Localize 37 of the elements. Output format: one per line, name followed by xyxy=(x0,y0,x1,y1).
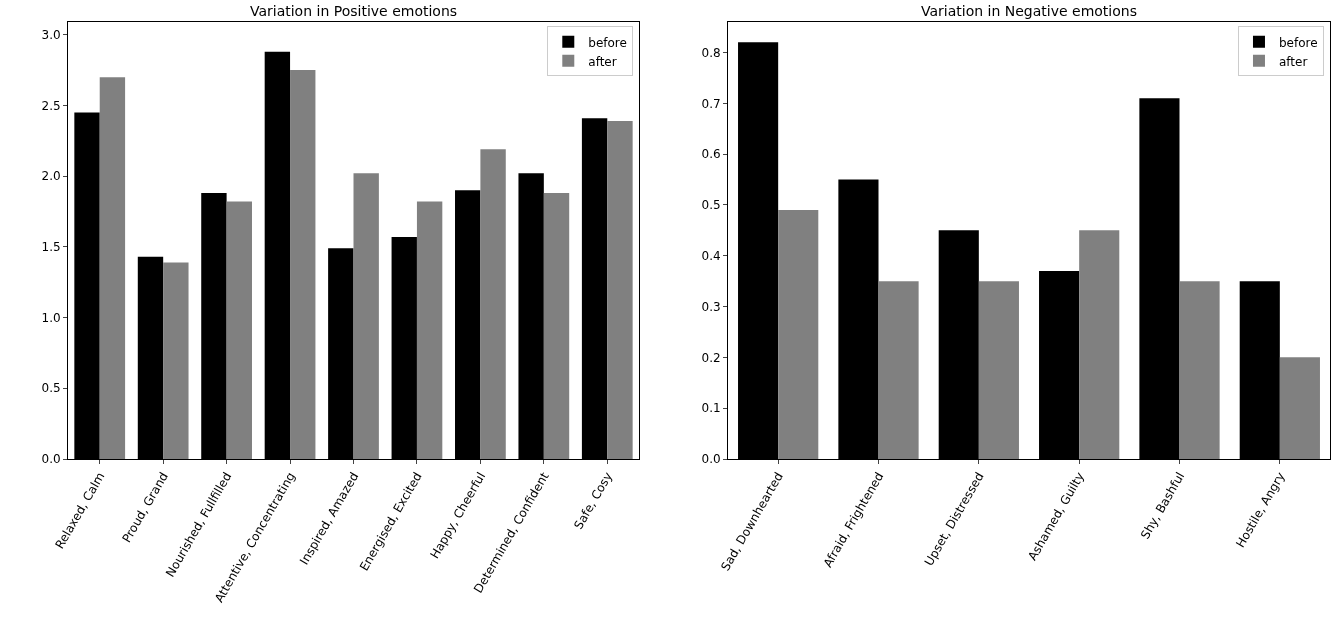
y-tick-label: 0.4 xyxy=(701,248,721,263)
y-tick-label: 0.5 xyxy=(41,381,61,396)
legend-label: after xyxy=(588,54,617,69)
y-tick-label: 0.1 xyxy=(701,401,721,416)
chart-title: Variation in Positive emotions xyxy=(249,3,458,19)
bar xyxy=(226,201,252,459)
bar xyxy=(607,121,633,459)
y-tick-label: 3.0 xyxy=(41,27,61,42)
chart-title: Variation in Negative emotions xyxy=(921,3,1137,19)
y-tick-label: 2.0 xyxy=(41,169,61,184)
bar xyxy=(416,201,443,459)
y-tick-label: 0.3 xyxy=(701,299,721,314)
y-tick-label: 0.2 xyxy=(701,350,721,365)
bar xyxy=(778,210,819,459)
y-tick-label: 1.5 xyxy=(41,240,61,255)
bar xyxy=(353,173,379,459)
bar xyxy=(978,281,1019,459)
bar xyxy=(878,281,919,459)
y-tick-label: 0.5 xyxy=(701,198,721,213)
bar xyxy=(1079,230,1120,459)
y-tick-label: 2.5 xyxy=(41,98,61,113)
bar xyxy=(163,262,189,459)
legend-label: after xyxy=(1278,54,1308,69)
bar xyxy=(1179,281,1220,459)
bar xyxy=(1279,357,1320,459)
y-tick-label: 0.7 xyxy=(701,96,721,111)
bar xyxy=(480,149,506,459)
y-tick-label: 0.8 xyxy=(701,45,721,60)
legend-label: before xyxy=(1278,35,1318,50)
legend-label: before xyxy=(588,35,627,50)
y-tick-label: 1.0 xyxy=(41,310,61,325)
bar xyxy=(543,193,570,459)
bar xyxy=(290,70,316,459)
y-tick-label: 0.6 xyxy=(701,147,721,162)
bar xyxy=(99,77,126,459)
y-tick-label: 0.0 xyxy=(41,452,61,467)
y-tick-label: 0.0 xyxy=(701,452,721,467)
